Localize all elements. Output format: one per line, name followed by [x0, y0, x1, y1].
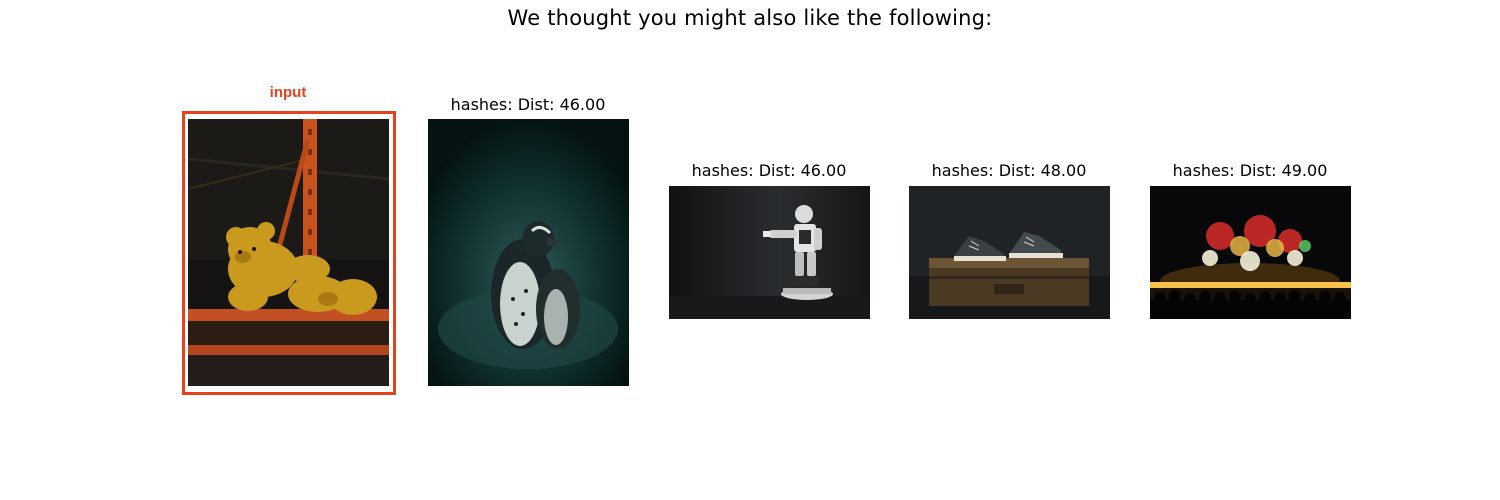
input-label: input — [270, 84, 307, 101]
result-title-2: hashes: Dist: 46.00 — [692, 161, 847, 180]
result-image-fireworks — [1150, 186, 1351, 319]
figure-suptitle: We thought you might also like the follo… — [0, 6, 1500, 30]
result-title-3: hashes: Dist: 48.00 — [932, 161, 1087, 180]
input-image-teddy-bear — [188, 119, 389, 386]
result-image-sneakers — [909, 186, 1110, 319]
result-image-robot — [669, 186, 870, 319]
result-title-1: hashes: Dist: 46.00 — [451, 95, 606, 114]
result-title-4: hashes: Dist: 49.00 — [1173, 161, 1328, 180]
result-image-penguins — [428, 119, 629, 386]
